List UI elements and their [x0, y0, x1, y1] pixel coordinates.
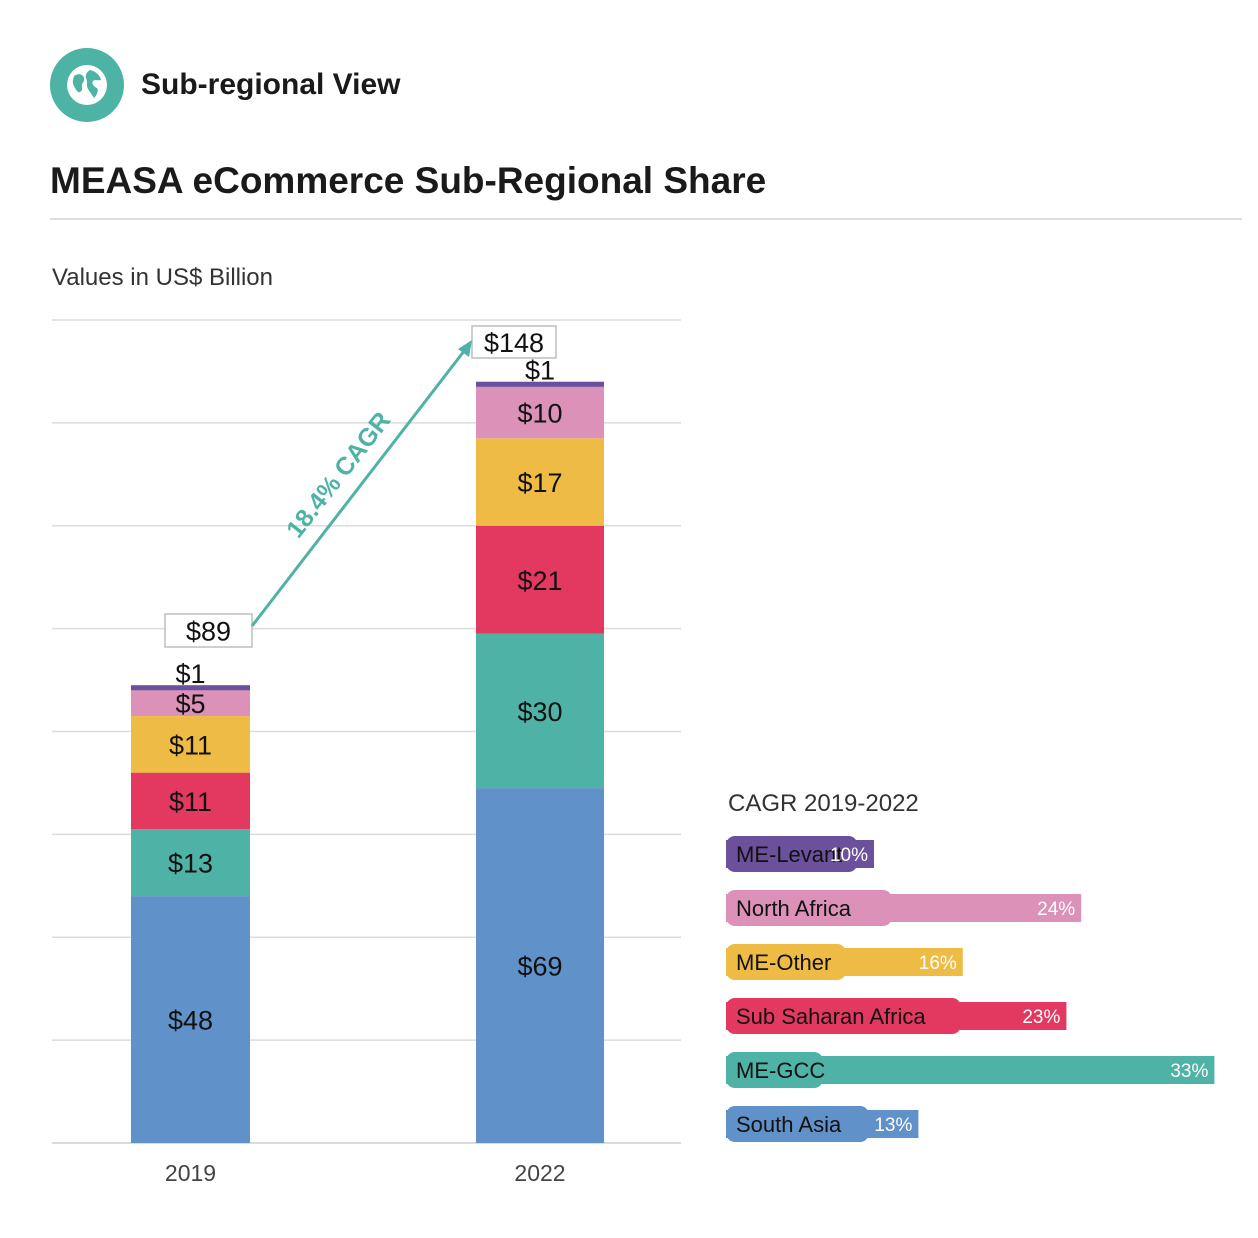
- segment-value-label: $21: [517, 566, 562, 596]
- x-tick-label: 2019: [165, 1160, 216, 1186]
- section-title: Sub-regional View: [141, 68, 401, 101]
- cagr-panel-title: CAGR 2019-2022: [728, 790, 919, 817]
- bar-segment: [131, 829, 250, 897]
- cagr-value-label: 24%: [1037, 899, 1075, 920]
- total-value-label: $89: [186, 617, 231, 647]
- bar-segment: [476, 788, 604, 1143]
- bar-segment: [476, 633, 604, 789]
- segment-value-label: $30: [517, 697, 562, 727]
- x-axis: 2019 2022: [165, 1160, 566, 1186]
- segment-value-label: $69: [517, 952, 562, 982]
- cagr-value-label: 33%: [1170, 1061, 1208, 1082]
- segment-value-label: $11: [169, 730, 212, 760]
- bar-segment: [476, 381, 604, 387]
- bar-segments: $48$13$11$11$5$1$69$30$21$17$10$1: [131, 356, 604, 1143]
- cagr-annotation: 18.4% CAGR: [281, 407, 396, 544]
- growth-arrow-line: [250, 345, 470, 627]
- cagr-region-label: North Africa: [736, 896, 852, 921]
- cagr-bar-tab: [726, 944, 846, 980]
- cagr-bar-tab: [726, 836, 858, 872]
- segment-value-label: $11: [169, 787, 212, 817]
- cagr-bar-tab: [726, 1106, 869, 1142]
- growth-arrowhead: [458, 340, 472, 357]
- bar-segment: [131, 690, 250, 717]
- cagr-region-label: ME-Levant: [736, 842, 842, 867]
- bar-segment: [131, 685, 250, 691]
- title-divider: [50, 218, 1242, 220]
- segment-value-label: $17: [517, 468, 562, 498]
- total-box: [164, 613, 253, 648]
- cagr-region-label: South Asia: [736, 1112, 842, 1137]
- cagr-region-label: Sub Saharan Africa: [736, 1004, 926, 1029]
- cagr-bar-tab: [726, 890, 892, 926]
- segment-value-label: $1: [175, 659, 205, 689]
- cagr-bar-tab: [726, 1052, 823, 1088]
- cagr-value-label: 13%: [874, 1115, 912, 1136]
- cagr-region-label: ME-GCC: [736, 1058, 825, 1083]
- cagr-value-label: 16%: [919, 953, 957, 974]
- segment-value-label: $1: [525, 356, 555, 386]
- chart-subtitle: Values in US$ Billion: [52, 264, 273, 291]
- bar-segment: [131, 896, 250, 1143]
- chart-title: MEASA eCommerce Sub-Regional Share: [50, 160, 767, 201]
- cagr-value-label: 23%: [1022, 1007, 1060, 1028]
- segment-value-label: $10: [517, 399, 562, 429]
- bar-segment: [476, 438, 604, 526]
- total-box: [471, 325, 557, 359]
- total-value-label: $148: [484, 328, 544, 358]
- bar-segment: [476, 525, 604, 634]
- cagr-region-label: ME-Other: [736, 950, 831, 975]
- cagr-value-label: 10%: [830, 845, 868, 866]
- segment-value-label: $13: [168, 849, 213, 879]
- bar-segment: [131, 772, 250, 830]
- segment-value-label: $5: [175, 689, 205, 719]
- x-tick-label: 2022: [514, 1160, 565, 1186]
- globe-icon: [50, 48, 124, 122]
- bar-segment: [131, 716, 250, 773]
- segment-value-label: $48: [168, 1006, 213, 1036]
- bar-segment: [476, 386, 604, 439]
- cagr-bar-tab: [726, 998, 961, 1034]
